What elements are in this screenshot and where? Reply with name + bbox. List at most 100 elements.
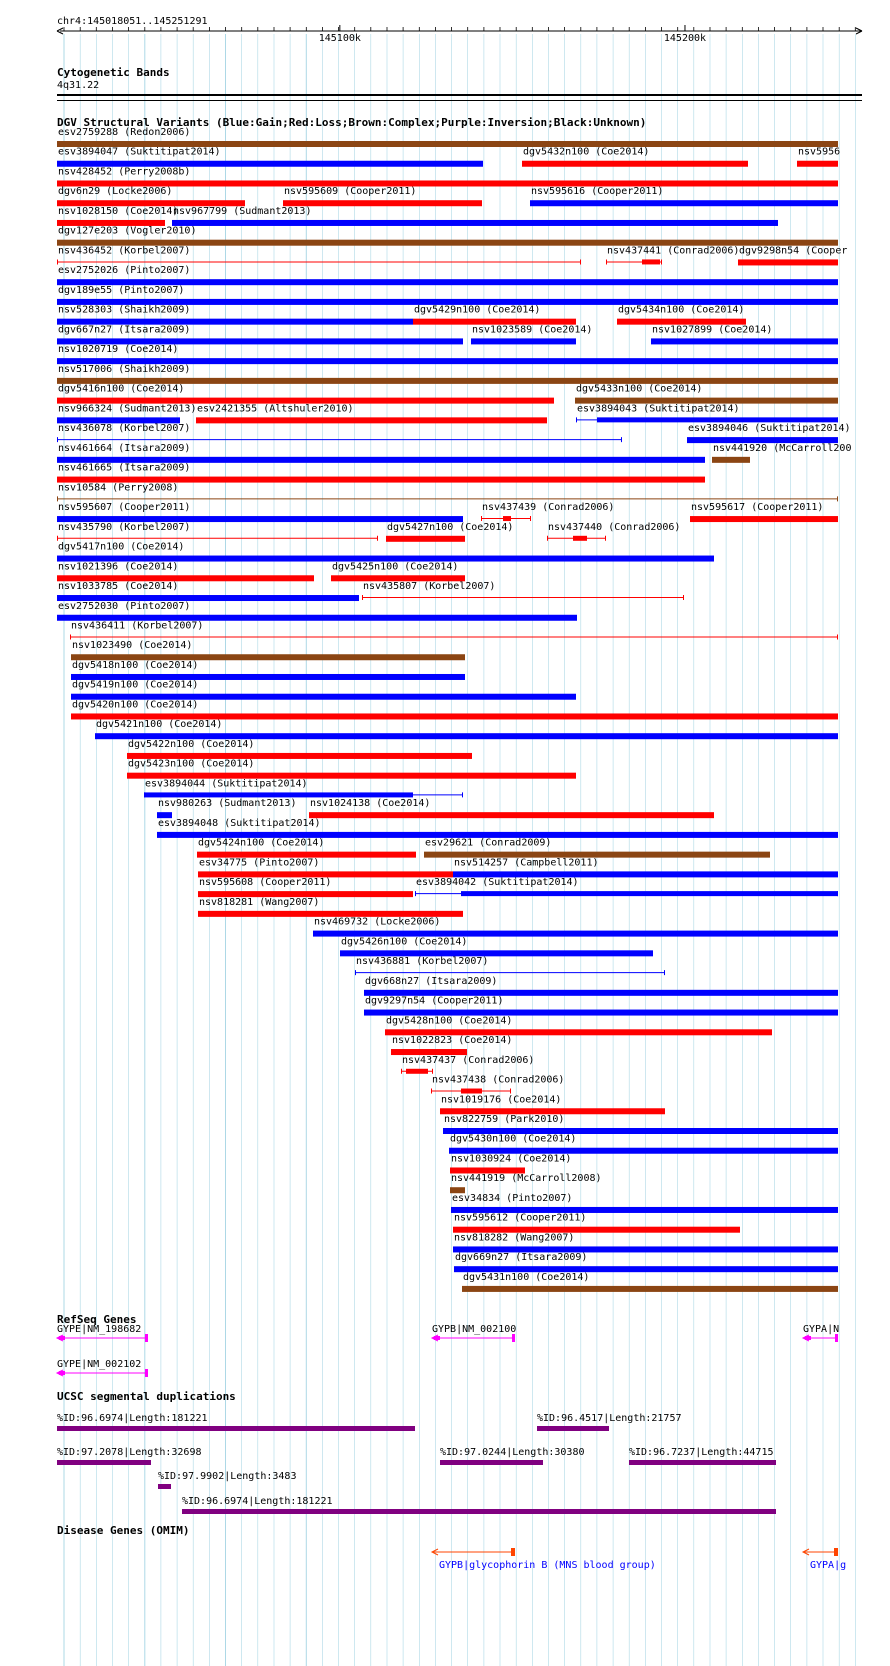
dgv-variant[interactable]: esv3894048 (Suktitipat2014) (157, 818, 838, 838)
segdup-item[interactable]: %ID:97.9902|Length:3483 (158, 1471, 296, 1489)
dgv-variant[interactable]: nsv595616 (Cooper2011) (530, 186, 838, 207)
dgv-variant[interactable]: nsv5956 (797, 147, 840, 167)
dgv-variant[interactable]: nsv437440 (Conrad2006) (547, 522, 680, 541)
dgv-variant[interactable]: dgv5423n100 (Coe2014) (127, 759, 576, 779)
dgv-variant[interactable]: nsv967799 (Sudmant2013) (172, 206, 778, 226)
dgv-variant[interactable]: dgv5424n100 (Coe2014) (197, 838, 416, 858)
segdup-item[interactable]: %ID:96.7237|Length:44715 (629, 1447, 776, 1465)
dgv-variant[interactable]: nsv436881 (Korbel2007) (355, 956, 665, 976)
dgv-variant[interactable]: dgv5431n100 (Coe2014) (462, 1272, 838, 1292)
dgv-variant[interactable]: nsv966324 (Sudmant2013) (57, 403, 196, 424)
dgv-variant[interactable]: dgv189e55 (Pinto2007) (57, 285, 838, 305)
dgv-variant[interactable]: dgv5418n100 (Coe2014) (71, 660, 465, 680)
dgv-variant[interactable]: esv3894046 (Suktitipat2014) (687, 423, 851, 444)
dgv-variant[interactable]: nsv517006 (Shaikh2009) (57, 364, 838, 384)
cytoband-bar[interactable] (57, 94, 862, 96)
dgv-variant[interactable]: nsv1024138 (Coe2014) (309, 798, 714, 819)
dgv-variant[interactable]: dgv5416n100 (Coe2014) (57, 384, 554, 404)
dgv-variant[interactable]: esv29621 (Conrad2009) (424, 838, 770, 858)
dgv-variant[interactable]: nsv514257 (Campbell2011) (453, 857, 838, 878)
dgv-variant[interactable]: esv3894044 (Suktitipat2014) (144, 778, 463, 798)
dgv-variant[interactable]: nsv441919 (McCarroll2008) (450, 1173, 602, 1194)
dgv-variant[interactable]: nsv1022823 (Coe2014) (391, 1035, 512, 1056)
dgv-variant[interactable]: esv3894042 (Suktitipat2014) (415, 877, 838, 897)
dgv-variant[interactable]: nsv441920 (McCarroll200 (712, 443, 851, 463)
segdup-item[interactable]: %ID:96.4517|Length:21757 (537, 1413, 682, 1431)
dgv-variant[interactable]: nsv437438 (Conrad2006) (431, 1075, 564, 1094)
dgv-variant[interactable]: nsv595608 (Cooper2011) (198, 877, 413, 898)
dgv-variant[interactable]: nsv469732 (Locke2006) (313, 917, 838, 937)
dgv-variant[interactable]: nsv1023490 (Coe2014) (71, 640, 465, 661)
dgv-variant[interactable]: esv2759288 (Redon2006) (57, 127, 838, 147)
dgv-variant[interactable]: dgv669n27 (Itsara2009) (454, 1252, 838, 1273)
dgv-variant[interactable]: nsv595607 (Cooper2011) (57, 502, 463, 523)
dgv-variant[interactable]: dgv9298n54 (Cooper (738, 245, 847, 266)
refseq-gene[interactable]: GYPB|NM_002100 (430, 1324, 516, 1342)
dgv-variant[interactable]: dgv9297n54 (Cooper2011) (364, 996, 838, 1016)
dgv-variant[interactable]: dgv5428n100 (Coe2014) (385, 1015, 772, 1036)
dgv-variant[interactable]: nsv1020719 (Coe2014) (57, 344, 838, 365)
dgv-variant[interactable]: dgv5429n100 (Coe2014) (413, 305, 576, 325)
dgv-variant[interactable]: nsv1028150 (Coe2014) (57, 206, 178, 226)
dgv-variant[interactable]: nsv437439 (Conrad2006) (481, 502, 614, 522)
dgv-variant[interactable]: nsv595612 (Cooper2011) (453, 1213, 740, 1233)
dgv-variant[interactable]: dgv667n27 (Itsara2009) (57, 324, 463, 345)
dgv-variant[interactable]: dgv5421n100 (Coe2014) (95, 719, 838, 740)
dgv-variant[interactable]: nsv822759 (Park2010) (443, 1114, 838, 1134)
segdup-item[interactable]: %ID:97.2078|Length:32698 (57, 1447, 202, 1465)
dgv-variant[interactable]: dgv5422n100 (Coe2014) (127, 739, 472, 759)
dgv-variant[interactable]: dgv127e203 (Vogler2010) (57, 226, 838, 246)
dgv-variant[interactable]: dgv5433n100 (Coe2014) (575, 384, 838, 404)
dgv-variant[interactable]: dgv6n29 (Locke2006) (57, 186, 245, 207)
dgv-variant[interactable]: nsv595617 (Cooper2011) (690, 502, 838, 523)
dgv-variant[interactable]: nsv435807 (Korbel2007) (362, 581, 684, 601)
dgv-variant[interactable]: nsv818281 (Wang2007) (198, 897, 463, 917)
segdup-item[interactable]: %ID:96.6974|Length:181221 (182, 1496, 776, 1514)
dgv-variant[interactable]: nsv435790 (Korbel2007) (57, 522, 378, 541)
dgv-variant[interactable]: dgv5427n100 (Coe2014) (386, 522, 513, 542)
dgv-variant[interactable]: nsv436078 (Korbel2007) (57, 423, 622, 443)
omim-gene[interactable]: GYPA|g (801, 1548, 846, 1571)
dgv-variant[interactable]: nsv1019176 (Coe2014) (440, 1094, 665, 1115)
dgv-variant[interactable]: dgv5420n100 (Coe2014) (71, 699, 838, 720)
refseq-gene[interactable]: GYPE|NM_002102 (55, 1359, 148, 1377)
dgv-variant[interactable]: dgv5419n100 (Coe2014) (71, 680, 576, 700)
dgv-variant[interactable]: esv2752026 (Pinto2007) (57, 265, 838, 286)
dgv-variant[interactable]: esv34775 (Pinto2007) (198, 857, 453, 878)
dgv-variant[interactable]: nsv1021396 (Coe2014) (57, 561, 314, 582)
dgv-variant[interactable]: dgv5434n100 (Coe2014) (617, 305, 746, 325)
dgv-variant[interactable]: esv34834 (Pinto2007) (451, 1193, 838, 1213)
dgv-variant[interactable]: esv3894047 (Suktitipat2014) (57, 147, 483, 167)
dgv-variant[interactable]: nsv10584 (Perry2008) (57, 482, 838, 502)
dgv-variant[interactable]: nsv461665 (Itsara2009) (57, 463, 705, 483)
dgv-variant-bar (712, 456, 750, 463)
segdup-item[interactable]: %ID:97.0244|Length:30380 (440, 1447, 585, 1465)
dgv-variant[interactable]: nsv461664 (Itsara2009) (57, 443, 705, 463)
dgv-variant[interactable]: nsv1033785 (Coe2014) (57, 581, 359, 602)
refseq-gene[interactable]: GYPE|NM_198682 (55, 1324, 148, 1342)
dgv-variant[interactable]: dgv668n27 (Itsara2009) (364, 976, 838, 996)
dgv-variant[interactable]: nsv528303 (Shaikh2009) (57, 305, 413, 325)
dgv-variant[interactable]: nsv436452 (Korbel2007) (57, 245, 581, 265)
omim-gene[interactable]: GYPB|glycophorin B (MNS blood group) (430, 1548, 656, 1571)
dgv-variant[interactable]: esv2752030 (Pinto2007) (57, 601, 577, 621)
segdup-item[interactable]: %ID:96.6974|Length:181221 (57, 1413, 415, 1431)
dgv-variant[interactable]: nsv595609 (Cooper2011) (283, 186, 482, 207)
dgv-variant[interactable]: dgv5425n100 (Coe2014) (331, 561, 465, 582)
dgv-variant[interactable]: nsv437437 (Conrad2006) (401, 1055, 534, 1074)
dgv-variant[interactable]: nsv428452 (Perry2008b) (57, 166, 838, 187)
dgv-variant[interactable]: dgv5430n100 (Coe2014) (449, 1134, 838, 1154)
dgv-variant[interactable]: nsv1027899 (Coe2014) (651, 324, 838, 345)
dgv-variant[interactable]: nsv980263 (Sudmant2013) (157, 798, 296, 819)
dgv-variant[interactable]: nsv437441 (Conrad2006) (606, 245, 739, 265)
dgv-variant[interactable]: esv2421355 (Altshuler2010) (196, 403, 547, 424)
dgv-variant[interactable]: nsv1023589 (Coe2014) (471, 324, 592, 345)
dgv-variant[interactable]: esv3894043 (Suktitipat2014) (576, 403, 838, 423)
dgv-variant[interactable]: dgv5432n100 (Coe2014) (522, 147, 748, 167)
refseq-gene[interactable]: GYPA|N (801, 1324, 839, 1342)
dgv-variant[interactable]: nsv436411 (Korbel2007) (70, 621, 838, 640)
dgv-variant[interactable]: nsv1030924 (Coe2014) (450, 1153, 571, 1174)
dgv-variant[interactable]: nsv818282 (Wang2007) (453, 1232, 838, 1253)
dgv-variant[interactable]: dgv5417n100 (Coe2014) (57, 542, 714, 562)
dgv-variant[interactable]: dgv5426n100 (Coe2014) (340, 936, 653, 957)
